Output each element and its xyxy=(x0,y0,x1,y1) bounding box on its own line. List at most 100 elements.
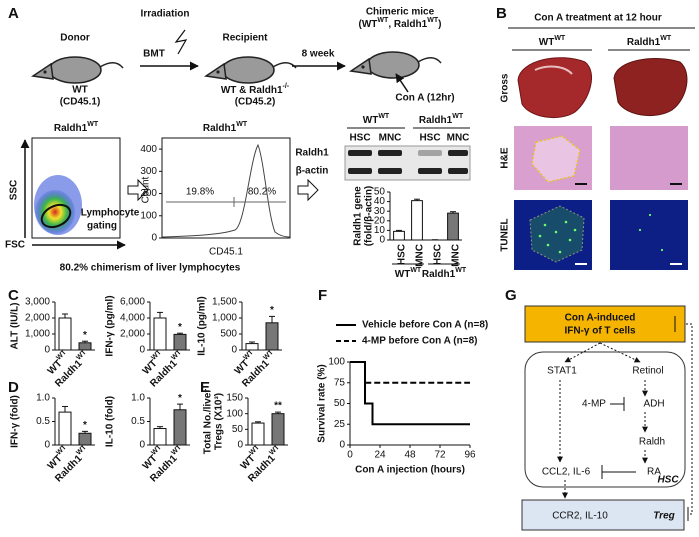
liver-highlight xyxy=(534,65,573,75)
node-label: 4-MP xyxy=(582,399,606,410)
gross-liver xyxy=(517,57,593,118)
y-tick-label: 0.5 xyxy=(36,416,50,427)
group-label: Raldh1WT xyxy=(422,267,467,280)
node-label: STAT1 xyxy=(547,366,577,377)
superscript: WT xyxy=(378,113,390,120)
tick-label: 300 xyxy=(140,166,157,177)
panel-label: D xyxy=(8,379,19,396)
y-tick-label: 6,000 xyxy=(120,297,145,308)
bar xyxy=(173,333,187,351)
node-label: Treg xyxy=(653,511,675,522)
label: WTWT xyxy=(363,113,390,126)
panel-label: G xyxy=(505,287,517,304)
label: Raldh1WT xyxy=(203,121,248,134)
label: CD45.1 xyxy=(209,247,243,258)
bar xyxy=(251,422,265,446)
text-part: Raldh1 xyxy=(422,269,456,280)
text-part: Raldh1 xyxy=(54,123,88,134)
title: Con A treatment at 12 hour xyxy=(534,13,662,24)
y-tick-label: 100 xyxy=(328,357,345,368)
panel-label: F xyxy=(318,287,327,304)
label: BMT xyxy=(143,49,165,60)
text-part: ) xyxy=(438,19,441,30)
bar xyxy=(58,411,72,446)
bar xyxy=(393,230,405,241)
row-label: Gross xyxy=(500,73,511,102)
superscript: WT xyxy=(377,17,389,24)
y-tick-label: 20 xyxy=(374,215,386,226)
y-tick-label: 100 xyxy=(226,408,243,419)
superscript: -/- xyxy=(283,83,290,90)
label: WT & Raldh1-/- xyxy=(221,83,290,96)
y-tick-label: 500 xyxy=(220,329,237,340)
column-label: Raldh1WT xyxy=(627,35,672,48)
y-tick-label: 0 xyxy=(339,440,345,451)
x-tick-label: MNC xyxy=(451,244,462,267)
y-axis-label: IFN-γ (pg/ml) xyxy=(105,295,116,356)
text-part: Raldh1 xyxy=(419,115,453,126)
node-label: IFN-γ of T cells xyxy=(564,326,636,337)
lesion-outline xyxy=(531,135,581,183)
significance: ** xyxy=(274,401,282,412)
panel-label: A xyxy=(8,5,19,22)
x-tick-label: MNC xyxy=(415,244,426,267)
bar xyxy=(411,200,423,241)
hollow-arrow xyxy=(297,178,319,202)
legend-label: Vehicle before Con A (n=8) xyxy=(362,320,488,331)
y-axis-label: Survival rate (%) xyxy=(317,364,328,442)
x-tick-label: 96 xyxy=(464,450,476,461)
y-axis-label: Total No./liver xyxy=(203,389,214,454)
bar xyxy=(271,413,285,446)
x-tick-label: HSC xyxy=(433,244,444,265)
node-label: RA xyxy=(647,467,661,478)
label: Con A (12hr) xyxy=(395,93,454,104)
y-tick-label: 3,000 xyxy=(25,297,50,308)
y-tick-label: 0 xyxy=(139,440,145,451)
y-axis-label: ALT (IU/L) xyxy=(10,302,21,349)
significance: * xyxy=(83,330,87,341)
label: Raldh1WT xyxy=(54,121,99,134)
significance: * xyxy=(270,305,274,316)
injection-arrow xyxy=(395,73,409,93)
y-tick-label: 50 xyxy=(334,398,346,409)
column-label: WTWT xyxy=(539,35,566,48)
y-tick-label: 1,500 xyxy=(212,297,237,308)
label: WT xyxy=(72,85,88,96)
y-tick-label: 0 xyxy=(237,440,243,451)
bar xyxy=(153,317,167,351)
text-part: (WT xyxy=(359,19,378,30)
tunel-image xyxy=(610,200,688,270)
y-tick-label: 0 xyxy=(44,345,50,356)
row-label: H&E xyxy=(500,147,511,168)
y-tick-label: 0 xyxy=(44,440,50,451)
superscript: WT xyxy=(236,121,248,128)
text-part: WT & Raldh1 xyxy=(221,85,283,96)
donor-mouse xyxy=(32,56,124,84)
bar xyxy=(153,428,167,446)
y-tick-label: 1.0 xyxy=(36,393,50,404)
label: HSC xyxy=(419,133,440,144)
text-part: Raldh1 xyxy=(203,123,237,134)
y-tick-label: 0 xyxy=(231,345,237,356)
superscript: WT xyxy=(554,35,566,42)
y-axis-label: (fold/β-actin) xyxy=(364,186,375,247)
y-tick-label: 75 xyxy=(334,377,346,388)
y-tick-label: 4,000 xyxy=(120,313,145,324)
label: gating xyxy=(87,221,117,232)
y-axis-label: IFN-γ (fold) xyxy=(10,395,21,448)
y-axis-label: IL-10 (pg/ml) xyxy=(197,296,208,355)
trigger-box xyxy=(524,305,686,343)
panel-label: E xyxy=(200,379,210,396)
axis-label: Count xyxy=(141,176,152,203)
label: (CD45.2) xyxy=(235,97,276,108)
group-label: WTWT xyxy=(395,267,422,280)
y-tick-label: 50 xyxy=(374,187,386,198)
x-tick-label: 24 xyxy=(374,450,386,461)
superscript: WT xyxy=(410,267,422,274)
superscript: WT xyxy=(660,35,672,42)
panel-label: C xyxy=(8,287,19,304)
x-tick-label: 0 xyxy=(347,450,353,461)
node-label: Raldh xyxy=(639,437,665,448)
significance: * xyxy=(178,393,182,404)
